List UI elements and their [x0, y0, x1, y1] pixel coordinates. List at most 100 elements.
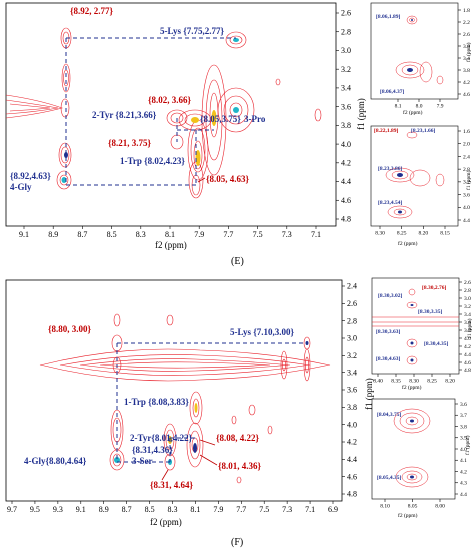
inset-f2-y-tick-label: 4.0 [460, 447, 467, 453]
panel-f-y-tick-label: 3.8 [347, 403, 357, 412]
panel-e-x-ticks: 9.1 8.9 8.7 8.5 8.3 8.1 7.9 7.7 7.5 7.3 7.1 [19, 226, 321, 239]
inset-e1-y-tick-label: 1.8 [463, 8, 470, 14]
inset-e2-ylabel: f1 (ppm) [465, 170, 472, 190]
inset-e2-y-tick-label: 2.4 [463, 154, 470, 160]
label-e-l4: 2-Tyr {8.21,3.66} [92, 110, 157, 120]
inset-f2-ylabel: f1 (ppm) [464, 435, 471, 455]
label-f-l2: 5-Lys {7.10,3.00} [230, 327, 295, 337]
inset-e2-x-tick-label: 8.20 [419, 231, 429, 237]
inset-e1-label-1: [8.06,1.89] [376, 14, 400, 20]
panel-f-y-tick-label: 3.0 [347, 334, 357, 343]
inset-f1-label-4: [8.30,3.63] [376, 329, 400, 335]
label-f-l1: {8.80, 3.00} [48, 324, 92, 334]
inset-f1-x-tick-label: 8.40 [373, 379, 383, 385]
inset-e2-x-tick-label: 8.15 [440, 231, 450, 237]
panel-e-peak-cores [61, 38, 239, 183]
inset-e2-x-tick-label: 8.25 [397, 231, 407, 237]
caption-e: (E) [231, 256, 244, 267]
inset-f2-y-tick-label: 3.7 [460, 413, 467, 419]
panel-e-y-tick-label: 3.4 [341, 84, 351, 93]
inset-f1-y-tick-label: 3.8 [464, 328, 471, 334]
label-f-l6: {8.31,4.36} [132, 445, 173, 455]
panel-e-y-tick-label: 4.0 [341, 140, 351, 149]
panel-e-x-tick-label: 8.1 [165, 230, 175, 239]
panel-f-x-tick-label: 9.1 [76, 505, 86, 514]
inset-f1-ylabel: f1 (ppm) [466, 318, 473, 338]
label-f-l3: 1-Trp {8.08,3.83} [124, 397, 189, 407]
inset-e2-label-3: [8.23,3.86] [378, 166, 402, 172]
panel-e-ylabel: f1 (ppm) [356, 98, 366, 130]
label-e-l1: {8.92, 2.77} [70, 6, 114, 16]
inset-f1-label-3: [8.30,3.35] [418, 309, 442, 315]
panel-e-y-tick-label: 3.6 [341, 102, 351, 111]
panel-e-x-tick-label: 8.5 [107, 230, 117, 239]
inset-e2-label-2: [8.23,1.66] [411, 128, 435, 134]
panel-f-frame [5, 279, 343, 502]
panel-f-y-tick-label: 4.0 [347, 420, 357, 429]
inset-f1-y-tick-label: 4.0 [464, 336, 471, 342]
inset-f1-y-tick-label: 4.6 [464, 360, 471, 366]
panel-e-y-tick-label: 3.8 [341, 121, 351, 130]
panel-e-y-tick-label: 4.4 [341, 177, 351, 186]
label-f-l10: {8.31, 4.64} [150, 480, 194, 490]
inset-f1-x-tick-label: 8.25 [427, 379, 437, 385]
panel-e-y-tick-label: 2.8 [341, 27, 351, 36]
inset-e2-y-tick-label: 2.8 [463, 167, 470, 173]
panel-f-contours [39, 313, 331, 484]
panel-f-y-tick-label: 4.6 [347, 472, 357, 481]
panel-e-x-tick-label: 7.7 [223, 230, 233, 239]
inset-e1-y-tick-label: 2.2 [463, 20, 470, 26]
label-f-l5: {8.08, 4.22} [216, 433, 260, 443]
label-f-l4: 2-Tyr{8.01,4.22} [130, 433, 193, 443]
label-e-l9: {8.92,4.63} [10, 171, 51, 181]
inset-e2-label-4: [8.23,4.54] [378, 200, 402, 206]
inset-e1-x-tick-label: 7.9 [437, 104, 444, 110]
inset-f2-y-tick-label: 3.6 [460, 402, 467, 408]
label-e-l8: 1-Trp {8.02,4.23} [120, 156, 185, 166]
panel-e-y-ticks: 2.6 2.8 3.0 3.2 3.4 3.6 3.8 4.0 4.2 4.4 4.6 4.8 [336, 9, 351, 224]
panel-f-main: {8.80, 3.00} 5-Lys {7.10,3.00} 1-Trp {8.… [5, 279, 374, 548]
inset-e2-y-tick-label: 4.0 [463, 205, 470, 211]
panel-e-x-tick-label: 8.3 [136, 230, 146, 239]
panel-f-x-tick-label: 7.7 [236, 505, 246, 514]
panel-f-y-tick-label: 2.4 [347, 282, 357, 291]
panel-e-frame [5, 2, 337, 227]
inset-e2-y-tick-label: 4.4 [463, 218, 470, 224]
inset-f1-y-tick-label: 3.6 [464, 320, 471, 326]
inset-e2-x-tick-label: 8.30 [375, 231, 385, 237]
label-e-l10: 4-Gly [10, 182, 32, 192]
inset-f2-y-tick-label: 3.8 [460, 424, 467, 430]
panel-f-x-tick-label: 8.7 [122, 505, 132, 514]
panel-e-y-tick-label: 3.2 [341, 65, 351, 74]
inset-f1-xlabel: f2 (ppm) [402, 384, 422, 391]
inset-f1-label-6: [8.30,4.63] [376, 356, 400, 362]
inset-f2-x-tick-label: 8.05 [408, 504, 418, 510]
panel-e-y-tick-label: 2.6 [341, 9, 351, 18]
inset-f1-y-tick-label: 4.2 [464, 344, 471, 350]
panel-e-x-tick-label: 7.3 [282, 230, 292, 239]
inset-e2-xlabel: f2 (ppm) [398, 240, 418, 247]
inset-f2-y-tick-label: 4.2 [460, 469, 467, 475]
label-f-l7: 3-Ser [132, 456, 153, 466]
label-f-l9: 4-Gly{8.80,4.64} [24, 456, 87, 466]
inset-f1-x-tick-label: 8.30 [409, 379, 419, 385]
panel-f-x-tick-label: 7.5 [259, 505, 269, 514]
panel-f-x-tick-label: 7.3 [282, 505, 292, 514]
inset-e1-y-tick-label: 3.0 [463, 44, 470, 50]
panel-f-x-tick-label: 8.5 [145, 505, 155, 514]
label-e-l6: 3-Pro [244, 114, 266, 124]
inset-f1-y-tick-label: 4.8 [464, 368, 471, 374]
inset-e1-y-tick-label: 3.8 [463, 68, 470, 74]
panel-f-y-tick-label: 2.6 [347, 299, 357, 308]
inset-e1-y-tick-label: 2.6 [463, 32, 470, 38]
inset-f2-x-tick-label: 8.00 [435, 504, 445, 510]
panel-e-contours [5, 27, 322, 199]
inset-f1-y-tick-label: 3.0 [464, 296, 471, 302]
panel-f-x-tick-label: 9.5 [30, 505, 40, 514]
inset-f1-label-2: [8.30,2.76] [422, 285, 446, 291]
panel-f-y-tick-label: 4.8 [347, 490, 357, 499]
panel-e-y-tick-label: 4.6 [341, 196, 351, 205]
panel-e-main: {8.92, 2.77} 5-Lys {7.75,2.77} {8.02, 3.… [5, 2, 366, 267]
panel-f-y-tick-label: 4.4 [347, 455, 357, 464]
inset-f2-y-tick-label: 4.4 [460, 492, 467, 498]
